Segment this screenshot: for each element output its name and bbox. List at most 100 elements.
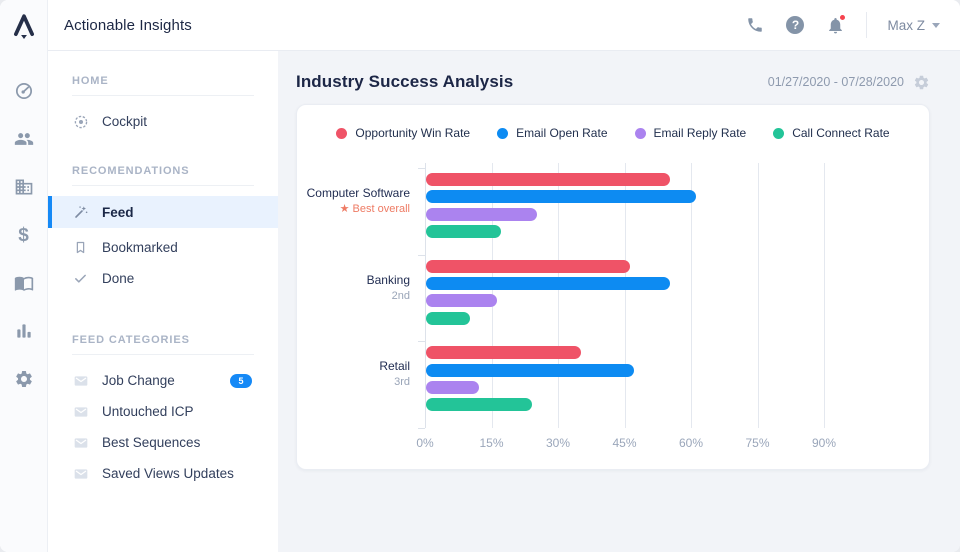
nav-rail: $: [0, 0, 48, 552]
mail-icon: [72, 372, 89, 389]
notification-dot: [839, 14, 847, 21]
dollar-icon[interactable]: $: [0, 211, 48, 259]
topbar: Actionable Insights ? Max Z: [48, 0, 960, 51]
gridline: [757, 163, 759, 428]
book-icon[interactable]: [0, 259, 48, 307]
gauge-icon[interactable]: [0, 67, 48, 115]
page-title: Industry Success Analysis: [296, 72, 514, 91]
section-header-home: HOME: [72, 75, 109, 87]
x-tick-label: 45%: [612, 436, 637, 450]
gear-icon[interactable]: [913, 74, 930, 91]
y-axis-tick: [418, 254, 425, 256]
x-tick-label: 75%: [745, 436, 770, 450]
sidebar-item-cockpit[interactable]: Cockpit: [48, 106, 278, 137]
sidebar-item-done[interactable]: Done: [48, 263, 278, 294]
main-header: Industry Success Analysis 01/27/2020 - 0…: [296, 72, 930, 92]
sidebar-item-feed[interactable]: Feed: [48, 196, 278, 228]
bar: [426, 311, 470, 325]
unread-count-badge: 5: [230, 373, 252, 388]
category-name: Banking: [366, 272, 410, 287]
legend-item: Opportunity Win Rate: [336, 126, 470, 140]
section-header-recomendations: RECOMENDATIONS: [72, 165, 190, 177]
company-icon[interactable]: [0, 163, 48, 211]
sidebar: HOME Cockpit RECOMENDATIONS: [48, 51, 278, 552]
sidebar-item-label: Feed: [102, 204, 134, 220]
y-axis-line: [425, 163, 426, 428]
sidebar-item-label: Done: [102, 271, 135, 286]
gridline: [824, 163, 825, 428]
x-tick-label: 30%: [545, 436, 571, 450]
main-content: Industry Success Analysis 01/27/2020 - 0…: [278, 51, 960, 552]
bar: [426, 259, 630, 273]
sidebar-item-label: Best Sequences: [102, 435, 201, 450]
bar: [426, 207, 537, 221]
divider: [72, 354, 254, 355]
bar: [426, 398, 532, 412]
divider: [72, 185, 254, 186]
category-label: Banking 2nd: [297, 272, 410, 305]
legend-item: Email Open Rate: [497, 126, 608, 140]
help-icon[interactable]: ?: [782, 12, 808, 38]
legend-dot-icon: [773, 127, 785, 139]
sidebar-item-best-sequences[interactable]: Best Sequences: [48, 427, 278, 458]
bookmark-icon: [72, 239, 89, 256]
bar: [426, 224, 501, 238]
rail-icon-list: $: [0, 67, 48, 403]
legend-label: Email Open Rate: [516, 126, 608, 140]
bar: [426, 380, 479, 394]
phone-icon[interactable]: [742, 12, 768, 38]
bar: [426, 363, 634, 377]
x-tick-label: 15%: [479, 436, 504, 450]
legend-item: Email Reply Rate: [634, 126, 747, 140]
users-icon[interactable]: [0, 115, 48, 163]
topbar-actions: ? Max Z: [742, 12, 942, 38]
chart-plot: 0% 15% 30% 45% 60% 75% 90% Computer Software ★ B…: [297, 163, 929, 463]
target-icon: [72, 113, 89, 130]
gridline: [558, 163, 559, 428]
sidebar-item-untouched-icp[interactable]: Untouched ICP: [48, 396, 278, 427]
category-name: Computer Software: [306, 186, 410, 200]
sidebar-item-bookmarked[interactable]: Bookmarked: [48, 232, 278, 263]
bar: [426, 294, 497, 308]
x-tick-label: 60%: [678, 436, 704, 450]
category-rank-label: ★ Best overall: [339, 203, 410, 215]
gridline: [691, 163, 692, 428]
section-header-feed-categories: FEED CATEGORIES: [72, 334, 190, 346]
bar: [426, 276, 670, 290]
sidebar-item-saved-views-updates[interactable]: Saved Views Updates: [48, 458, 278, 489]
check-icon: [72, 270, 89, 287]
chevron-down-icon: [932, 22, 940, 28]
app-title: Actionable Insights: [64, 16, 192, 34]
x-tick-label: 0%: [416, 436, 434, 450]
bar: [426, 173, 670, 186]
sidebar-item-job-change[interactable]: Job Change 5: [48, 365, 278, 396]
user-menu[interactable]: Max Z: [885, 14, 942, 37]
bell-icon[interactable]: [822, 12, 848, 38]
sidebar-item-label: Saved Views Updates: [102, 466, 234, 481]
legend-label: Opportunity Win Rate: [355, 126, 471, 140]
divider: [72, 95, 254, 96]
legend-label: Email Reply Rate: [653, 126, 747, 140]
sidebar-item-label: Job Change: [102, 373, 175, 388]
settings-icon[interactable]: [0, 355, 48, 403]
date-controls: 01/27/2020 - 07/28/2020: [768, 74, 930, 91]
chart-card: Opportunity Win Rate Email Open Rate Email…: [296, 104, 930, 470]
topbar-divider: [866, 12, 868, 38]
category-label: Computer Software ★ Best overall: [297, 185, 410, 218]
sidebar-item-label: Cockpit: [102, 114, 148, 129]
category-name: Retail: [379, 359, 410, 374]
bar: [426, 346, 581, 360]
mail-icon: [72, 403, 89, 420]
bar-chart-icon[interactable]: [0, 307, 48, 355]
mail-icon: [72, 465, 89, 482]
y-axis-tick: [418, 341, 425, 343]
gridline: [624, 163, 626, 428]
category-label: Retail 3rd: [297, 358, 410, 391]
date-range[interactable]: 01/27/2020 - 07/28/2020: [767, 75, 904, 89]
category-rank-label: 3rd: [394, 376, 410, 389]
legend-dot-icon: [634, 127, 646, 139]
user-name: Max Z: [887, 17, 925, 33]
app-logo-icon[interactable]: [0, 0, 48, 51]
y-axis-tick: [418, 168, 425, 169]
